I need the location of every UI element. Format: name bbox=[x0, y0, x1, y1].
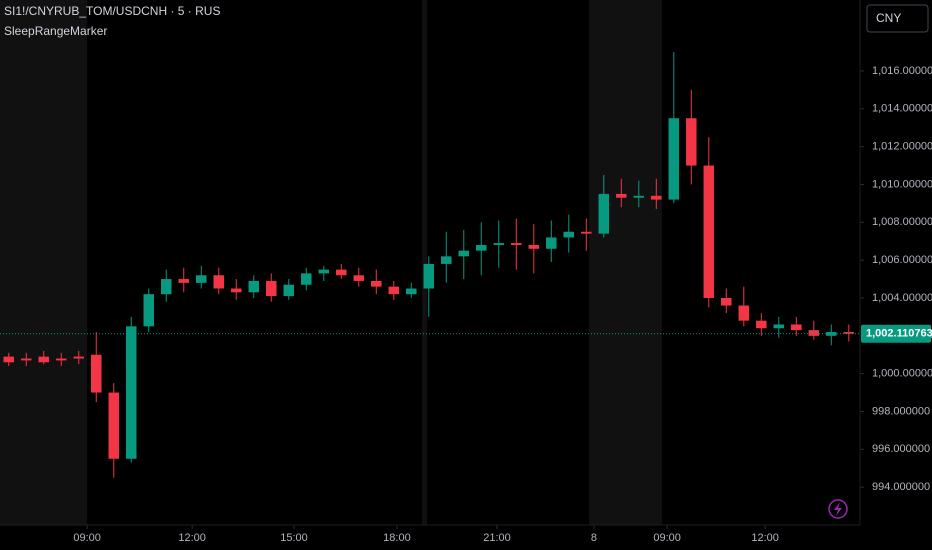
candle-body bbox=[143, 294, 155, 327]
candle-body bbox=[196, 275, 207, 283]
y-tick-label: 1,000.000000 bbox=[872, 368, 932, 380]
y-tick-label: 1,008.000000 bbox=[872, 216, 932, 228]
candle-body bbox=[353, 275, 365, 281]
indicator-name: SleepRangeMarker bbox=[4, 24, 107, 38]
candle-body bbox=[388, 286, 400, 295]
y-tick-label: 1,010.000000 bbox=[872, 178, 932, 190]
candle-body bbox=[791, 324, 802, 331]
candle-body bbox=[441, 256, 452, 264]
candle-body bbox=[161, 279, 172, 295]
candle-body bbox=[703, 165, 715, 298]
currency-button[interactable]: CNY bbox=[866, 4, 929, 33]
currency-button-label[interactable]: CNY bbox=[876, 11, 901, 25]
candle-body bbox=[126, 326, 137, 459]
chart-title: SI1!/CNYRUB_TOM/USDCNH · 5 · RUS bbox=[4, 4, 220, 18]
candle-body bbox=[511, 243, 522, 245]
candle-body bbox=[301, 273, 312, 285]
candle-body bbox=[686, 118, 697, 166]
y-tick-label: 1,006.000000 bbox=[872, 254, 932, 266]
candle-body bbox=[721, 297, 732, 306]
candle-body bbox=[371, 280, 382, 287]
x-tick-label: 21:00 bbox=[483, 532, 511, 544]
candle-body bbox=[406, 288, 417, 295]
candle-body bbox=[213, 275, 225, 289]
last-price-box bbox=[861, 324, 931, 343]
candle-body bbox=[563, 231, 575, 238]
candle-body bbox=[476, 245, 487, 251]
candle-body bbox=[73, 356, 85, 359]
candle-body bbox=[633, 195, 645, 198]
candle-body bbox=[528, 245, 540, 249]
candle-body bbox=[668, 118, 680, 200]
candle-body bbox=[756, 320, 767, 329]
candle-body bbox=[38, 356, 50, 363]
y-tick-label: 996.000000 bbox=[872, 443, 930, 455]
candle-body bbox=[266, 280, 277, 297]
candle-body bbox=[546, 237, 557, 249]
y-tick-label: 1,004.000000 bbox=[872, 292, 932, 304]
y-tick-label: 1,016.000000 bbox=[872, 65, 932, 77]
candle-body bbox=[423, 263, 435, 289]
sleep-range bbox=[589, 0, 662, 525]
candle-body bbox=[616, 193, 627, 198]
candle-body bbox=[318, 269, 330, 274]
x-tick-label: 09:00 bbox=[653, 532, 681, 544]
candle-body bbox=[458, 250, 470, 257]
currency-button-box[interactable] bbox=[866, 4, 929, 33]
candle-body bbox=[108, 392, 120, 459]
candle-body bbox=[3, 356, 15, 363]
x-tick-label: 18:00 bbox=[383, 532, 411, 544]
candle-body bbox=[231, 288, 242, 293]
x-tick-label: 12:00 bbox=[751, 532, 779, 544]
candle-body bbox=[178, 279, 190, 283]
candle-body bbox=[21, 358, 32, 361]
y-tick-label: 998.000000 bbox=[872, 405, 930, 417]
candle-body bbox=[843, 332, 855, 334]
candle-body bbox=[581, 231, 592, 234]
alert-circle[interactable] bbox=[828, 499, 848, 519]
candle-body bbox=[56, 358, 67, 361]
candle-body bbox=[773, 324, 785, 329]
candle-body bbox=[283, 284, 295, 297]
last-price-label: 1,002.110763 bbox=[866, 328, 932, 340]
candle-body bbox=[808, 330, 820, 336]
candle-body bbox=[336, 269, 347, 276]
y-tick-label: 1,012.000000 bbox=[872, 141, 932, 153]
x-tick-label: 8 bbox=[591, 532, 597, 544]
sleep-range bbox=[422, 0, 428, 525]
sleep-range bbox=[0, 0, 88, 525]
x-tick-label: 15:00 bbox=[280, 532, 308, 544]
candle-body bbox=[651, 195, 662, 200]
x-tick-label: 12:00 bbox=[178, 532, 206, 544]
candle-body bbox=[91, 354, 102, 393]
x-tick-label: 09:00 bbox=[73, 532, 101, 544]
y-tick-label: 1,014.000000 bbox=[872, 103, 932, 115]
y-tick-label: 994.000000 bbox=[872, 481, 930, 493]
candle-body bbox=[493, 243, 505, 245]
alert-bolt[interactable] bbox=[834, 502, 842, 516]
candle-body bbox=[248, 280, 260, 293]
alert-icon[interactable] bbox=[828, 499, 848, 519]
candle-body bbox=[598, 193, 610, 234]
candle-body bbox=[738, 305, 750, 321]
